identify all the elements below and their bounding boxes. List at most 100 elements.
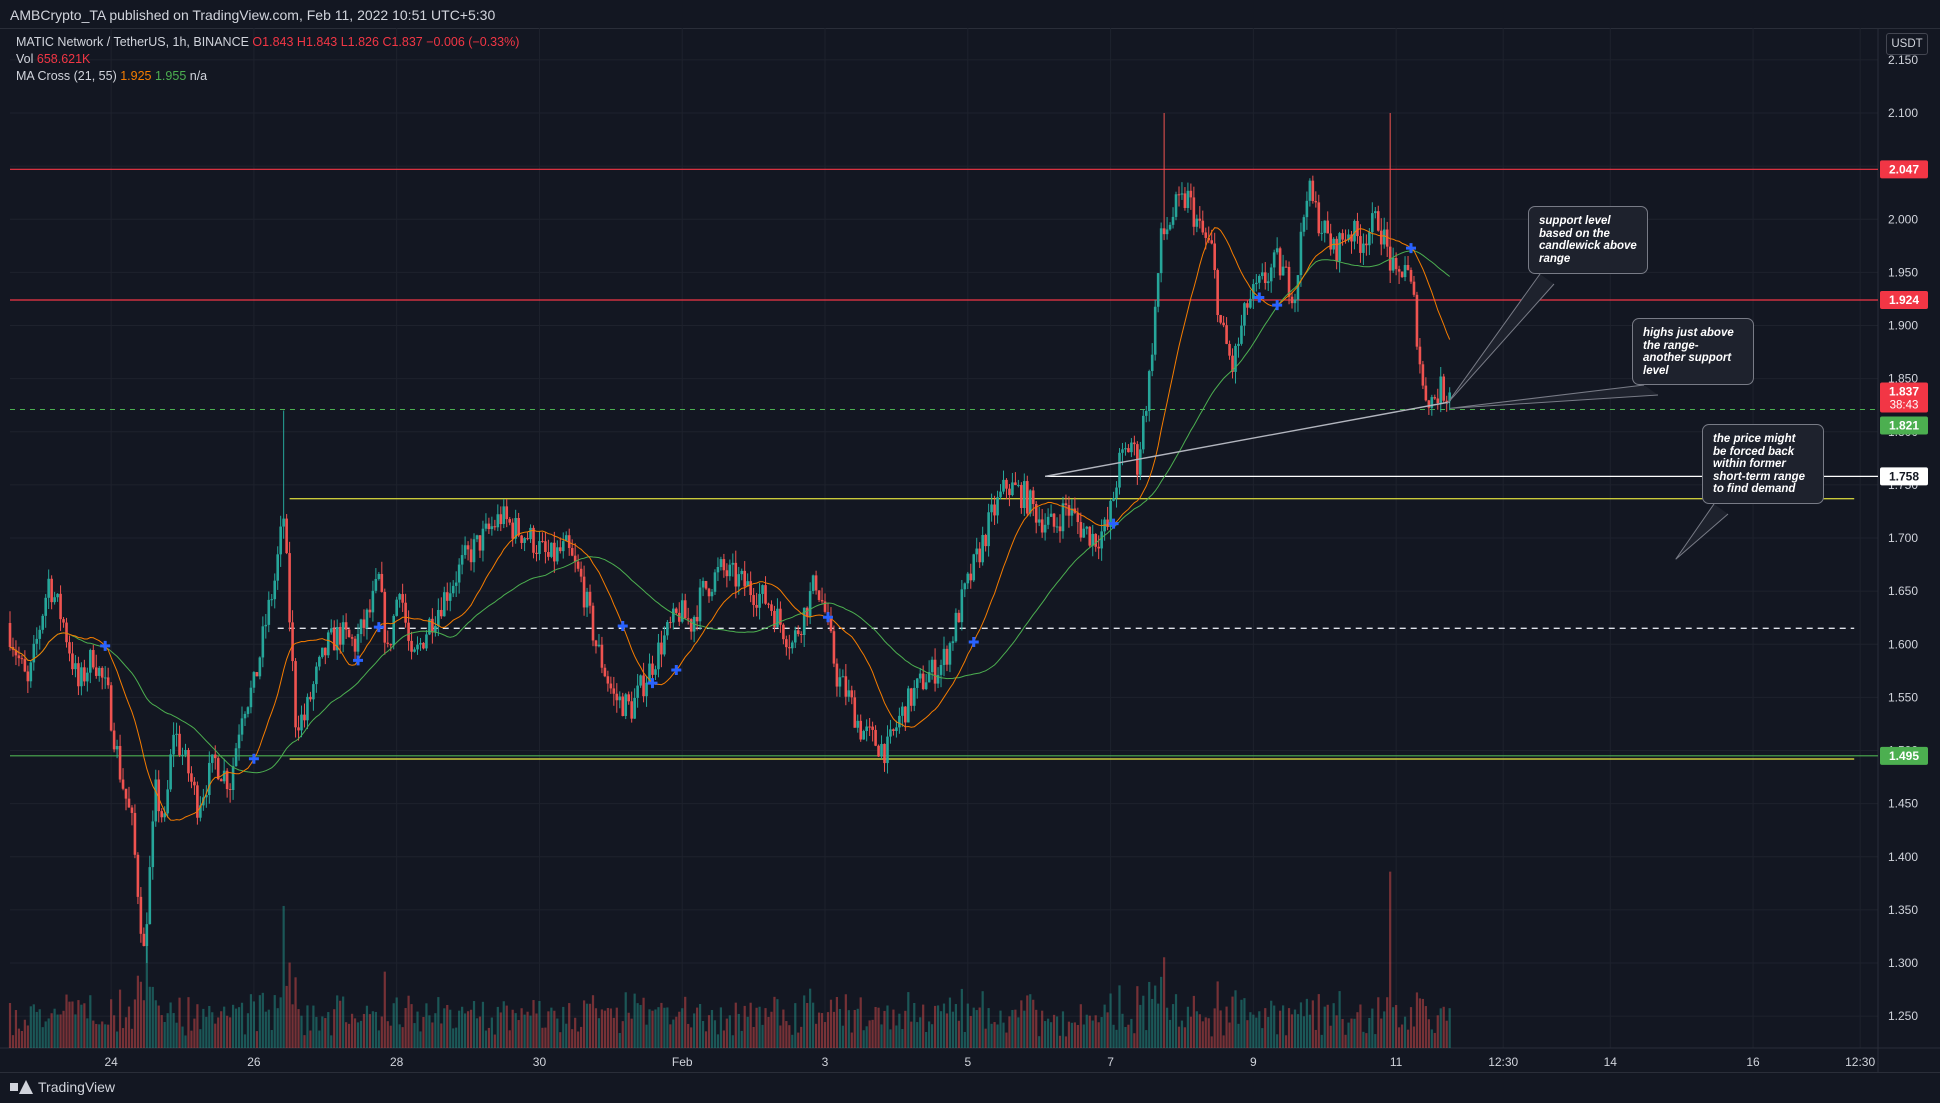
price-chart[interactable]: 2.1502.1002.0502.0001.9501.9001.8501.800… <box>0 28 1940 1072</box>
ma-fast-value: 1.925 <box>120 69 152 83</box>
candle-body <box>362 619 366 628</box>
candle-body <box>312 684 315 700</box>
volume-bar <box>1249 1012 1252 1048</box>
y-tick-label: 1.400 <box>1888 850 1918 864</box>
candle-body <box>187 749 190 774</box>
volume-bar <box>1296 1014 1300 1048</box>
candle-body <box>353 638 357 652</box>
candle-body <box>960 589 964 623</box>
volume-bar <box>136 975 140 1048</box>
candle-body <box>975 548 979 555</box>
ohlc-low: L1.826 <box>340 35 379 49</box>
note-support-candlewick[interactable]: support level based on the candlewick ab… <box>1528 206 1648 274</box>
symbol-title[interactable]: MATIC Network / TetherUS, 1h, BINANCE <box>16 35 249 49</box>
candle-body <box>1133 442 1136 445</box>
candle-body <box>1365 243 1368 246</box>
volume-bar <box>1151 998 1154 1048</box>
volume-bar <box>743 1005 746 1048</box>
volume-bar <box>68 1001 71 1048</box>
volume-bar <box>1281 1005 1285 1048</box>
volume-bar <box>416 1011 419 1048</box>
volume-bar <box>273 995 276 1048</box>
candle-body <box>895 727 898 732</box>
volume-bar <box>785 1021 788 1048</box>
note-highs-above-range[interactable]: highs just above the range- another supp… <box>1632 318 1754 385</box>
candle-body <box>193 781 196 786</box>
ohlc-change: −0.006 (−0.33%) <box>426 35 520 49</box>
tradingview-logo[interactable]: TradingView <box>10 1079 115 1095</box>
volume-bar <box>80 1004 83 1048</box>
volume-bar <box>779 1025 782 1048</box>
volume-bar <box>1079 1004 1082 1048</box>
candle-body <box>984 534 987 547</box>
volume-bar <box>374 1011 377 1048</box>
volume-bar <box>139 981 142 1048</box>
volume-bar <box>1165 1007 1169 1048</box>
volume-bar <box>1439 1008 1442 1048</box>
volume-bar <box>1207 1018 1210 1048</box>
volume-bar <box>65 994 68 1048</box>
volume-bar <box>41 1027 44 1048</box>
x-tick-label: 7 <box>1107 1055 1114 1069</box>
volume-bar <box>44 1021 47 1048</box>
volume-bar <box>496 1006 499 1048</box>
candle-body <box>335 627 339 651</box>
volume-label[interactable]: Vol <box>16 52 34 66</box>
candle-body <box>499 514 503 525</box>
candle-body <box>511 522 514 539</box>
volume-bar <box>1421 998 1424 1048</box>
volume-bar <box>1073 1022 1076 1048</box>
volume-bar <box>945 1013 949 1048</box>
volume-bar <box>672 1019 675 1048</box>
candle-body <box>1240 325 1243 344</box>
candle-body <box>77 663 80 687</box>
volume-bar <box>437 997 440 1048</box>
y-tick-label: 1.700 <box>1888 531 1918 545</box>
candle-body <box>505 506 509 520</box>
candle-body <box>62 619 65 623</box>
candle-body <box>785 639 788 648</box>
volume-bar <box>523 1014 526 1048</box>
volume-bar <box>1290 1014 1294 1048</box>
candle-body <box>648 663 651 683</box>
volume-bar <box>226 1015 229 1048</box>
currency-button[interactable]: USDT <box>1886 33 1928 55</box>
candle-body <box>148 867 152 925</box>
candle-body <box>59 593 62 620</box>
candle-body <box>1397 269 1401 272</box>
volume-bar <box>53 1008 56 1048</box>
volume-bar <box>868 1020 871 1048</box>
volume-bar <box>1058 1035 1062 1048</box>
candle-body <box>1079 522 1083 538</box>
ma-cross-label[interactable]: MA Cross (21, 55) <box>16 69 117 83</box>
volume-bar <box>1121 1013 1124 1048</box>
volume-bar <box>1347 1022 1350 1048</box>
volume-bar <box>511 1009 514 1048</box>
symbol-row: MATIC Network / TetherUS, 1h, BINANCE O1… <box>16 34 519 51</box>
candle-body <box>300 714 303 731</box>
note-forced-back-range[interactable]: the price might be forced back within fo… <box>1702 424 1824 504</box>
candle-body <box>517 518 520 536</box>
candle-body <box>520 535 523 543</box>
trendline <box>1045 401 1450 478</box>
volume-bar <box>1448 1008 1451 1048</box>
candle-body <box>936 674 940 684</box>
candle-body <box>1246 303 1249 308</box>
candle-body <box>38 629 42 639</box>
candle-body <box>136 854 140 897</box>
candle-body <box>588 591 592 606</box>
volume-bar <box>291 1004 294 1048</box>
candle-body <box>1085 526 1089 529</box>
candle-body <box>1296 275 1300 300</box>
candle-body <box>686 618 690 620</box>
candle-body <box>1314 201 1318 203</box>
candle-body <box>472 539 476 563</box>
volume-bar <box>440 1023 443 1048</box>
volume-bar <box>407 995 410 1048</box>
volume-bar <box>919 1017 922 1048</box>
volume-bar <box>214 1023 217 1048</box>
volume-bar <box>38 1009 41 1048</box>
candle-body <box>901 706 904 716</box>
volume-bar <box>832 1011 836 1048</box>
volume-bar <box>782 1009 785 1048</box>
